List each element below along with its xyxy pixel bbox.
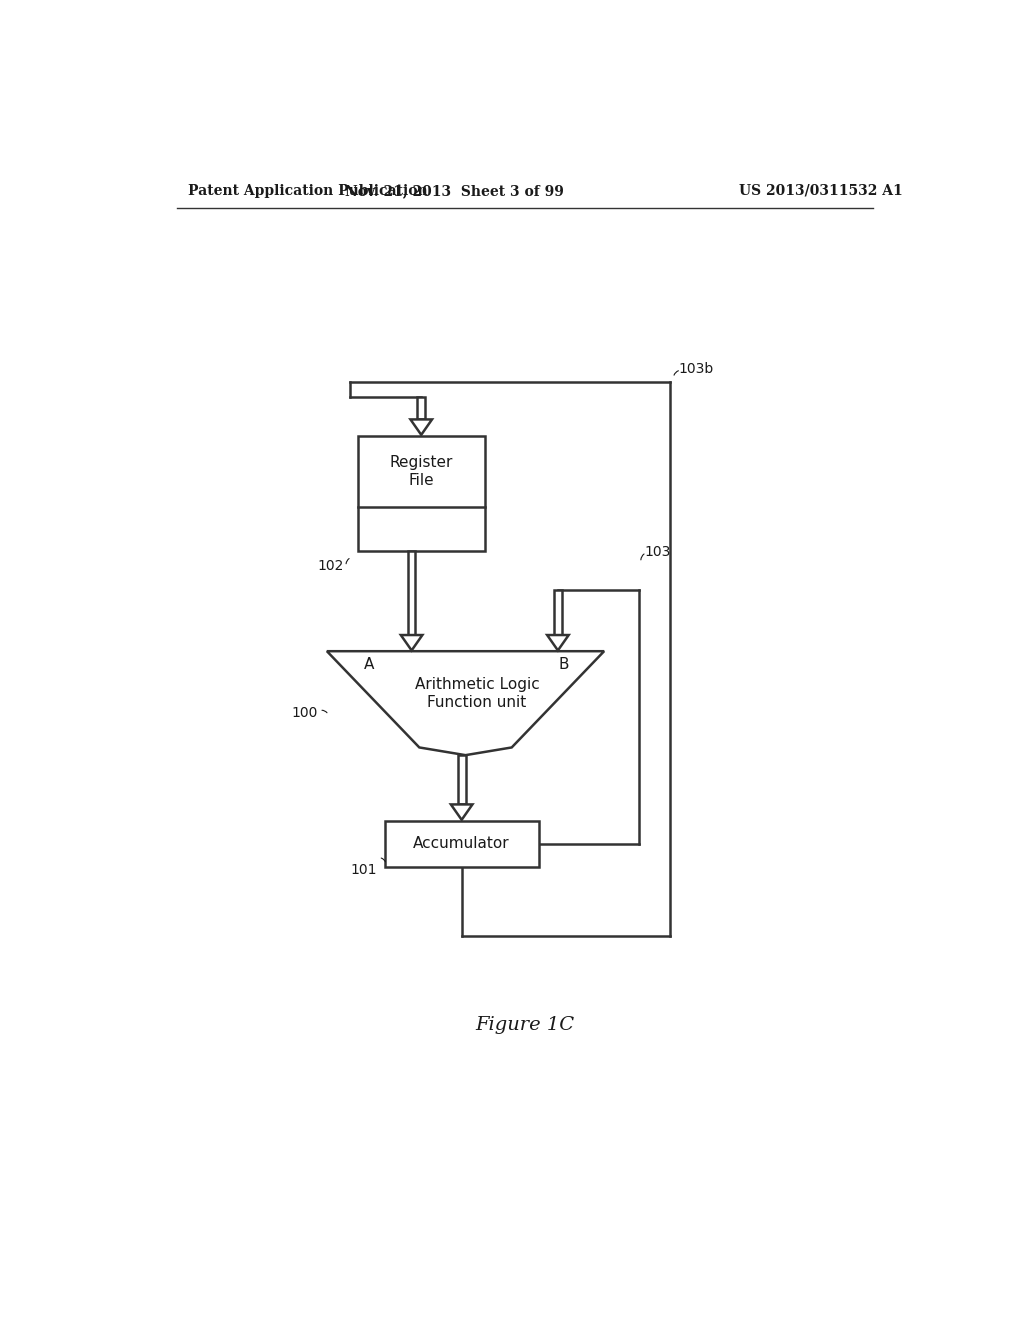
- Text: 102: 102: [317, 558, 344, 573]
- Text: Patent Application Publication: Patent Application Publication: [188, 183, 428, 198]
- Text: 103b: 103b: [679, 362, 714, 376]
- Polygon shape: [327, 651, 604, 755]
- Text: A: A: [365, 657, 375, 672]
- Polygon shape: [400, 635, 422, 651]
- Text: US 2013/0311532 A1: US 2013/0311532 A1: [739, 183, 902, 198]
- Text: Accumulator: Accumulator: [414, 836, 510, 851]
- Text: 101: 101: [350, 863, 377, 876]
- Text: 103: 103: [645, 545, 672, 558]
- Text: Figure 1C: Figure 1C: [475, 1015, 574, 1034]
- Polygon shape: [554, 590, 562, 635]
- Bar: [385, 821, 539, 867]
- Text: Arithmetic Logic
Function unit: Arithmetic Logic Function unit: [415, 677, 540, 710]
- Polygon shape: [458, 755, 466, 804]
- Polygon shape: [411, 420, 432, 434]
- Polygon shape: [408, 552, 416, 635]
- Text: Register
File: Register File: [389, 455, 453, 487]
- Text: Nov. 21, 2013  Sheet 3 of 99: Nov. 21, 2013 Sheet 3 of 99: [344, 183, 563, 198]
- Polygon shape: [418, 397, 425, 420]
- Polygon shape: [451, 804, 472, 820]
- Bar: [357, 436, 484, 552]
- Polygon shape: [547, 635, 568, 651]
- Text: 100: 100: [291, 706, 317, 719]
- Text: B: B: [559, 657, 569, 672]
